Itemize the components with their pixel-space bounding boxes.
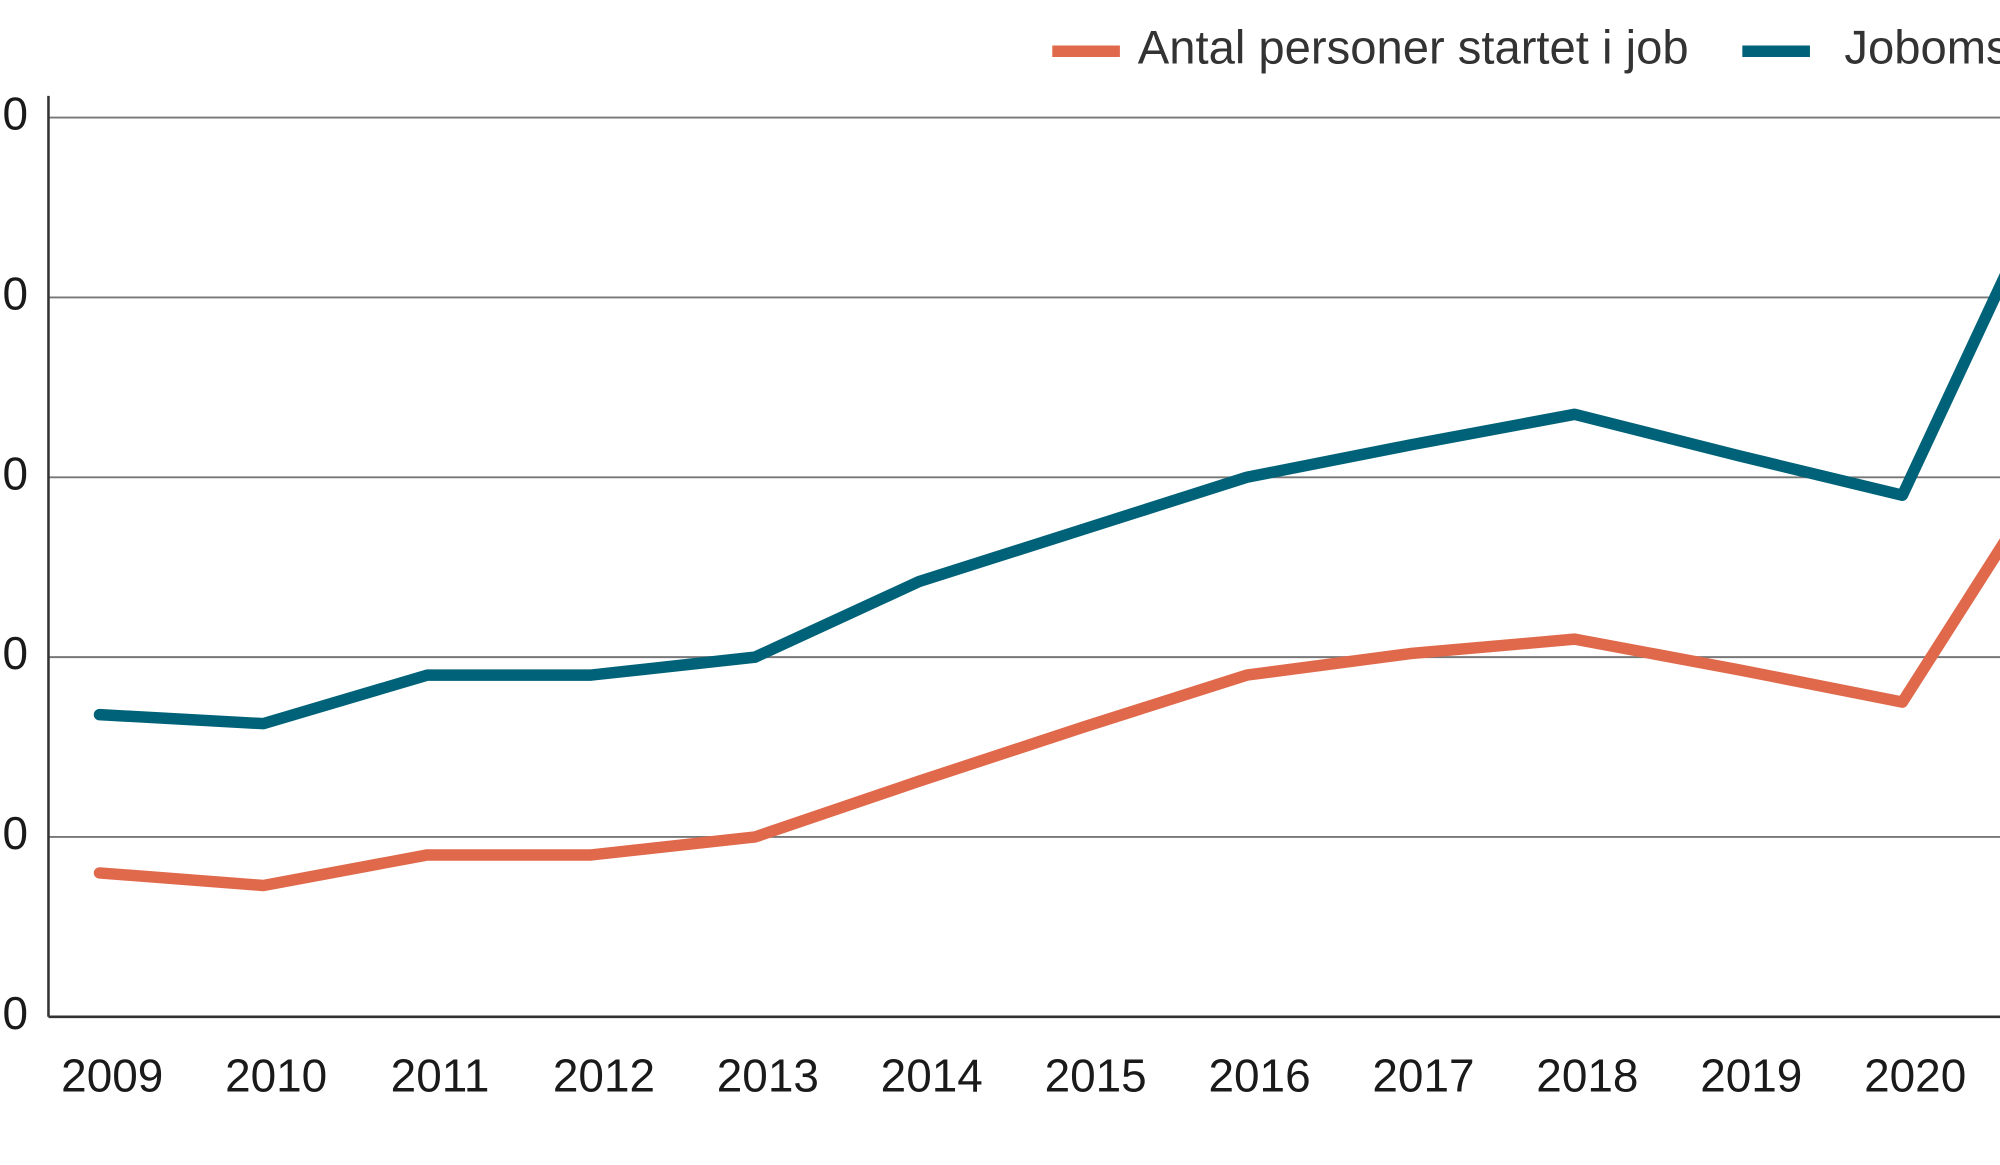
y-tick-label: 0 xyxy=(3,627,29,679)
x-tick-label: 2013 xyxy=(717,1049,819,1101)
grid xyxy=(48,116,2000,838)
x-tick-label: 2011 xyxy=(391,1049,490,1101)
y-tick-label: 0 xyxy=(3,88,29,140)
x-tick-label: 2010 xyxy=(225,1049,327,1101)
y-tick-label: 0 xyxy=(3,447,29,499)
series-line xyxy=(93,538,2000,892)
x-tick-label: 2020 xyxy=(1864,1049,1966,1101)
x-tick-label: 2014 xyxy=(881,1049,983,1101)
x-tick-label: 2018 xyxy=(1536,1049,1638,1101)
y-tick-label: 0 xyxy=(3,987,29,1039)
x-tick-label: 2016 xyxy=(1209,1049,1311,1101)
x-tick-label: 2019 xyxy=(1700,1049,1802,1101)
y-tick-label: 0 xyxy=(3,268,29,320)
x-tick-label: 2012 xyxy=(553,1049,655,1101)
legend-label: Antal personer startet i job xyxy=(1138,22,1689,75)
series-line xyxy=(93,272,2000,730)
x-tick-label: 2015 xyxy=(1045,1049,1147,1101)
y-tick-label: 0 xyxy=(3,807,29,859)
x-tick-label: 2017 xyxy=(1372,1049,1474,1101)
lines xyxy=(93,272,2000,892)
legend-label: Joboms xyxy=(1844,22,2000,75)
x-tick-label: 2009 xyxy=(61,1049,163,1101)
legend: Antal personer startet i job Joboms xyxy=(1052,22,2000,75)
